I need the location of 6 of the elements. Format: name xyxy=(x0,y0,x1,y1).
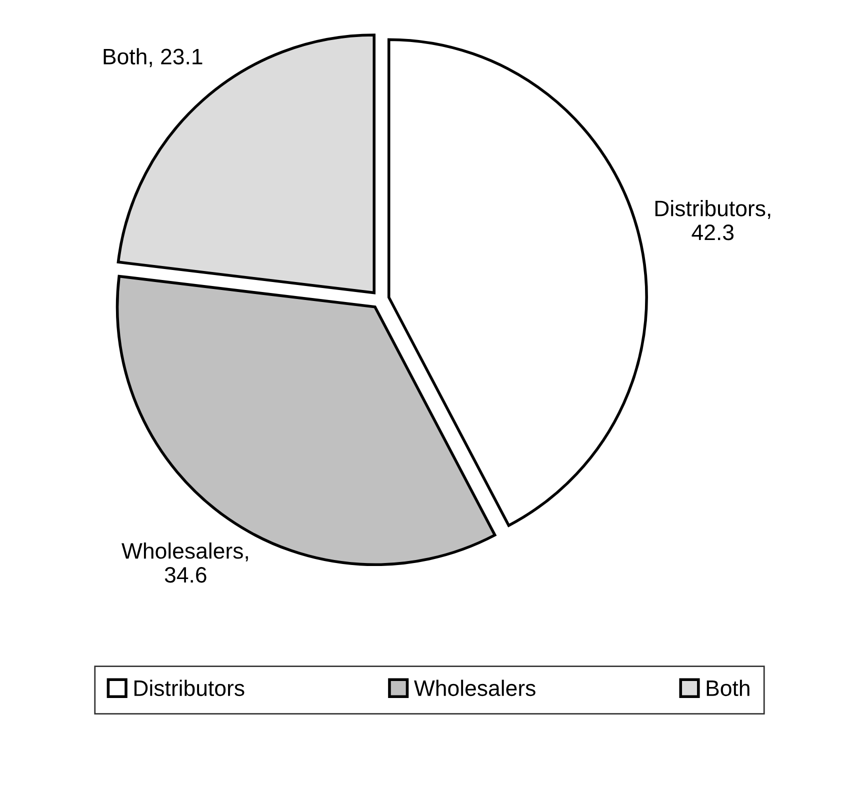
data-label: Both, 23.1 xyxy=(104,48,202,68)
legend-label: Wholesalers xyxy=(414,680,536,696)
data-label: Wholesalers, 34.6 xyxy=(122,542,248,583)
legend-label: Both xyxy=(706,680,750,696)
legend-label: Distributors xyxy=(134,680,244,696)
data-label: Distributors, 42.3 xyxy=(655,200,770,240)
